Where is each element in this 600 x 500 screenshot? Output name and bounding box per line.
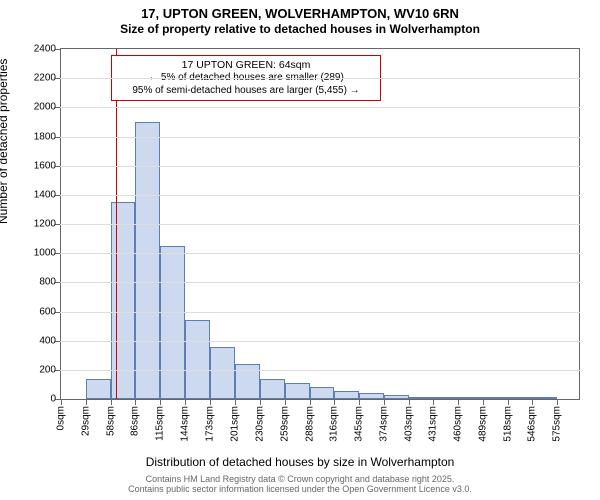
- x-tick-mark: [532, 400, 533, 405]
- x-tick-label: 201sqm: [229, 406, 240, 442]
- x-tick-mark: [185, 400, 186, 405]
- histogram-bar: [310, 387, 334, 399]
- y-gridline: [60, 312, 580, 313]
- x-tick-label: 345sqm: [353, 406, 364, 442]
- y-tick-label: 1800: [34, 131, 56, 142]
- annotation-line-2: 95% of semi-detached houses are larger (…: [118, 85, 374, 98]
- chart-title: 17, UPTON GREEN, WOLVERHAMPTON, WV10 6RN: [0, 6, 600, 21]
- y-tick-label: 1600: [34, 160, 56, 171]
- x-tick-label: 0sqm: [56, 406, 67, 430]
- y-tick-label: 2000: [34, 102, 56, 113]
- x-tick-mark: [86, 400, 87, 405]
- x-tick-mark: [310, 400, 311, 405]
- x-axis-label: Distribution of detached houses by size …: [0, 455, 600, 469]
- x-tick-label: 575sqm: [552, 406, 563, 442]
- x-tick-label: 374sqm: [378, 406, 389, 442]
- histogram-bar: [359, 393, 384, 399]
- x-tick-mark: [409, 400, 410, 405]
- x-tick-mark: [260, 400, 261, 405]
- annotation-title: 17 UPTON GREEN: 64sqm: [118, 59, 374, 72]
- y-tick-label: 1200: [34, 219, 56, 230]
- y-gridline: [60, 224, 580, 225]
- x-tick-mark: [433, 400, 434, 405]
- x-tick-mark: [458, 400, 459, 405]
- histogram-bar: [433, 397, 458, 399]
- histogram-bar: [86, 379, 111, 399]
- y-gridline: [60, 78, 580, 79]
- y-gridline: [60, 166, 580, 167]
- y-gridline: [60, 253, 580, 254]
- histogram-bar: [532, 397, 557, 399]
- y-tick-label: 400: [39, 335, 56, 346]
- histogram-bar: [409, 397, 433, 399]
- x-tick-label: 86sqm: [130, 406, 141, 436]
- chart-credits: Contains HM Land Registry data © Crown c…: [0, 474, 600, 495]
- y-gridline: [60, 282, 580, 283]
- histogram-bar: [160, 246, 185, 399]
- x-tick-label: 58sqm: [106, 406, 117, 436]
- x-tick-mark: [111, 400, 112, 405]
- x-tick-label: 403sqm: [403, 406, 414, 442]
- x-tick-label: 115sqm: [155, 406, 166, 441]
- histogram-bar: [285, 383, 310, 399]
- histogram-bar: [483, 397, 508, 399]
- x-tick-label: 259sqm: [279, 406, 290, 442]
- x-tick-mark: [483, 400, 484, 405]
- credits-line-1: Contains HM Land Registry data © Crown c…: [146, 474, 455, 484]
- y-tick-label: 0: [50, 394, 56, 405]
- histogram-bar: [458, 397, 483, 399]
- histogram-bar: [185, 320, 210, 399]
- histogram-bar: [384, 395, 409, 399]
- y-gridline: [60, 107, 580, 108]
- x-tick-label: 489sqm: [478, 406, 489, 442]
- x-tick-mark: [508, 400, 509, 405]
- x-tick-mark: [61, 400, 62, 405]
- x-tick-mark: [359, 400, 360, 405]
- x-tick-mark: [557, 400, 558, 405]
- y-tick-label: 200: [39, 364, 56, 375]
- x-tick-label: 316sqm: [328, 406, 339, 442]
- x-tick-mark: [160, 400, 161, 405]
- x-tick-label: 29sqm: [81, 406, 92, 436]
- x-tick-label: 144sqm: [180, 406, 191, 442]
- credits-line-2: Contains public sector information licen…: [128, 484, 472, 494]
- histogram-bar: [508, 397, 532, 399]
- y-tick-label: 2200: [34, 73, 56, 84]
- y-gridline: [60, 137, 580, 138]
- histogram-bar: [210, 347, 234, 400]
- y-gridline: [60, 195, 580, 196]
- histogram-chart: 17, UPTON GREEN, WOLVERHAMPTON, WV10 6RN…: [0, 0, 600, 500]
- histogram-bar: [135, 122, 160, 399]
- histogram-bar: [260, 379, 285, 399]
- chart-subtitle: Size of property relative to detached ho…: [0, 22, 600, 36]
- x-tick-label: 173sqm: [205, 406, 216, 442]
- x-tick-mark: [334, 400, 335, 405]
- x-tick-mark: [384, 400, 385, 405]
- y-tick-label: 2400: [34, 44, 56, 55]
- y-tick-label: 600: [39, 306, 56, 317]
- x-tick-label: 431sqm: [428, 406, 439, 442]
- histogram-bar: [334, 391, 359, 399]
- x-tick-label: 518sqm: [503, 406, 514, 442]
- y-gridline: [60, 341, 580, 342]
- y-tick-label: 1400: [34, 189, 56, 200]
- x-tick-label: 230sqm: [254, 406, 265, 442]
- y-tick-label: 1000: [34, 248, 56, 259]
- x-tick-mark: [285, 400, 286, 405]
- y-tick-label: 800: [39, 277, 56, 288]
- x-tick-label: 288sqm: [304, 406, 315, 442]
- x-tick-mark: [210, 400, 211, 405]
- x-tick-mark: [135, 400, 136, 405]
- y-gridline: [60, 370, 580, 371]
- y-axis-label: Number of detached properties: [0, 59, 10, 224]
- x-tick-label: 460sqm: [453, 406, 464, 442]
- x-tick-mark: [235, 400, 236, 405]
- x-tick-label: 546sqm: [527, 406, 538, 442]
